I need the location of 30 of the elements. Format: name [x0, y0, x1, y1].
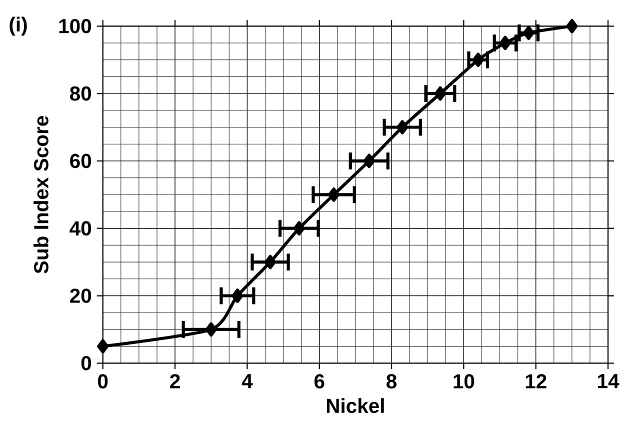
x-tick-label: 8	[386, 374, 397, 389]
point	[97, 339, 109, 354]
x-tick-label: 14	[598, 374, 620, 388]
text: (i)	[10, 16, 27, 36]
y-tick-label: 40	[70, 221, 92, 236]
point	[328, 188, 340, 202]
point	[566, 19, 578, 34]
point	[205, 322, 217, 337]
y-tick-label: 20	[70, 288, 92, 304]
x-tick-label: 12	[526, 374, 546, 388]
x-tick-label: 4	[242, 374, 253, 388]
x-axis-title: Nickel	[326, 398, 384, 414]
y-tick-label: 60	[70, 154, 92, 168]
y-tick-label: 80	[70, 86, 92, 101]
point	[232, 288, 244, 304]
point	[522, 26, 534, 40]
y-tick-label: 0	[81, 356, 92, 370]
point	[264, 255, 276, 270]
point	[499, 36, 511, 50]
point	[472, 52, 484, 68]
x-tick-label: 2	[170, 374, 180, 388]
point	[434, 86, 446, 101]
point	[363, 154, 375, 168]
y-axis-title: Sub Index Score	[34, 116, 48, 274]
point	[396, 120, 408, 135]
y-tick-label: 100	[59, 19, 92, 34]
point	[293, 221, 305, 236]
x-tick-label: 6	[314, 374, 324, 389]
x-tick-label: 0	[98, 374, 108, 389]
x-tick-label: 10	[454, 374, 474, 389]
